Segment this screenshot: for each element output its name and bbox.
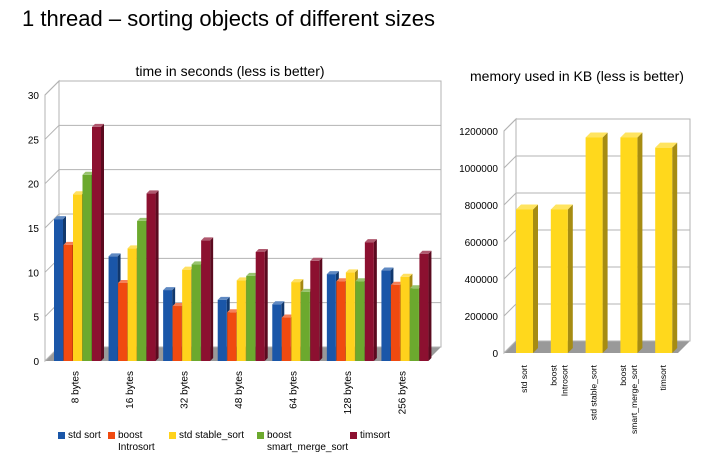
legend-label-line: std stable_sort bbox=[179, 430, 245, 441]
memory-y-tick-label: 800000 bbox=[465, 201, 499, 212]
legend-label: std sort bbox=[68, 430, 101, 442]
memory-bar bbox=[585, 132, 608, 353]
memory-y-tick-label: 600000 bbox=[465, 238, 499, 249]
memory-x-tick-label: smart_merge_sort bbox=[629, 364, 639, 434]
legend-label: boost smart_merge_sort bbox=[267, 430, 348, 454]
time-bar bbox=[255, 248, 268, 361]
legend-label: boost Introsort bbox=[118, 430, 155, 454]
page-title: 1 thread – sorting objects of different … bbox=[22, 6, 435, 31]
memory-x-tick-label: timsort bbox=[658, 364, 668, 390]
legend-item: timsort bbox=[350, 430, 410, 454]
time-chart-legend: std sort boost Introsort std stable_sort boo… bbox=[58, 430, 410, 454]
memory-chart: 0 200000 400000 600000 800000 1000000 1200000 s… bbox=[459, 117, 691, 434]
legend-label-line: timsort bbox=[360, 430, 390, 441]
time-gridline bbox=[44, 124, 441, 140]
memory-y-tick-label: 0 bbox=[492, 349, 498, 360]
memory-bar bbox=[516, 204, 538, 353]
memory-bar bbox=[550, 204, 573, 353]
memory-chart-title: memory used in KB (less is better) bbox=[470, 68, 684, 84]
time-x-tick-label: 256 bytes bbox=[398, 371, 409, 414]
memory-gridline bbox=[503, 118, 690, 132]
memory-bar bbox=[620, 132, 643, 353]
time-y-tick-label: 10 bbox=[28, 268, 40, 279]
legend-swatch bbox=[169, 432, 176, 439]
time-y-tick-label: 0 bbox=[33, 357, 39, 368]
time-y-tick-label: 20 bbox=[28, 180, 40, 191]
memory-y-tick-label: 1000000 bbox=[459, 164, 498, 175]
time-x-tick-label: 128 bytes bbox=[343, 371, 354, 414]
time-x-tick-label: 16 bytes bbox=[125, 371, 136, 409]
legend-label-line: boost bbox=[267, 430, 292, 441]
time-bar bbox=[419, 250, 432, 361]
legend-item: std sort bbox=[58, 430, 108, 454]
legend-swatch bbox=[350, 432, 357, 439]
time-chart-title: time in seconds (less is better) bbox=[135, 63, 324, 79]
time-y-tick-label: 5 bbox=[33, 313, 39, 324]
time-bar bbox=[310, 257, 323, 361]
legend-item: std stable_sort bbox=[169, 430, 257, 454]
time-bar bbox=[201, 237, 214, 361]
memory-x-tick-label: std stable_sort bbox=[589, 364, 599, 420]
memory-x-tick-label: std sort bbox=[519, 364, 529, 393]
memory-x-tick-label: boost bbox=[548, 364, 558, 385]
time-y-tick-label: 25 bbox=[28, 135, 40, 146]
time-bar bbox=[92, 123, 104, 361]
memory-x-tick-label: Introsort bbox=[559, 364, 569, 396]
legend-item: boost Introsort bbox=[108, 430, 169, 454]
time-x-tick-label: 64 bytes bbox=[289, 371, 300, 409]
time-x-tick-label: 8 bytes bbox=[70, 371, 81, 403]
legend-label-line: boost bbox=[118, 430, 143, 441]
legend-swatch bbox=[257, 432, 264, 439]
memory-x-tick-label: boost bbox=[618, 364, 628, 385]
legend-swatch bbox=[58, 432, 65, 439]
time-x-tick-label: 48 bytes bbox=[234, 371, 245, 409]
time-x-tick-label: 32 bytes bbox=[179, 371, 190, 409]
legend-swatch bbox=[108, 432, 115, 439]
time-bar bbox=[146, 190, 159, 361]
time-y-tick-label: 30 bbox=[28, 91, 40, 102]
legend-label-line: Introsort bbox=[118, 442, 155, 453]
memory-y-tick-label: 400000 bbox=[465, 275, 499, 286]
time-gridline bbox=[44, 169, 441, 185]
memory-y-tick-label: 200000 bbox=[465, 312, 499, 323]
time-gridline bbox=[44, 213, 441, 229]
legend-item: boost smart_merge_sort bbox=[257, 430, 350, 454]
legend-label-line: std sort bbox=[68, 430, 101, 441]
time-bar bbox=[364, 239, 377, 361]
memory-y-tick-label: 1200000 bbox=[459, 127, 498, 138]
time-y-tick-label: 15 bbox=[28, 224, 40, 235]
legend-label: timsort bbox=[360, 430, 390, 442]
time-chart: 0 5 10 15 20 25 30 8 bytes 16 bytes 32 bytes 48 by… bbox=[28, 79, 442, 414]
legend-label: std stable_sort bbox=[179, 430, 244, 442]
time-gridline bbox=[44, 80, 441, 96]
legend-label-line: smart_merge_sort bbox=[267, 442, 349, 453]
memory-bar bbox=[655, 142, 678, 353]
